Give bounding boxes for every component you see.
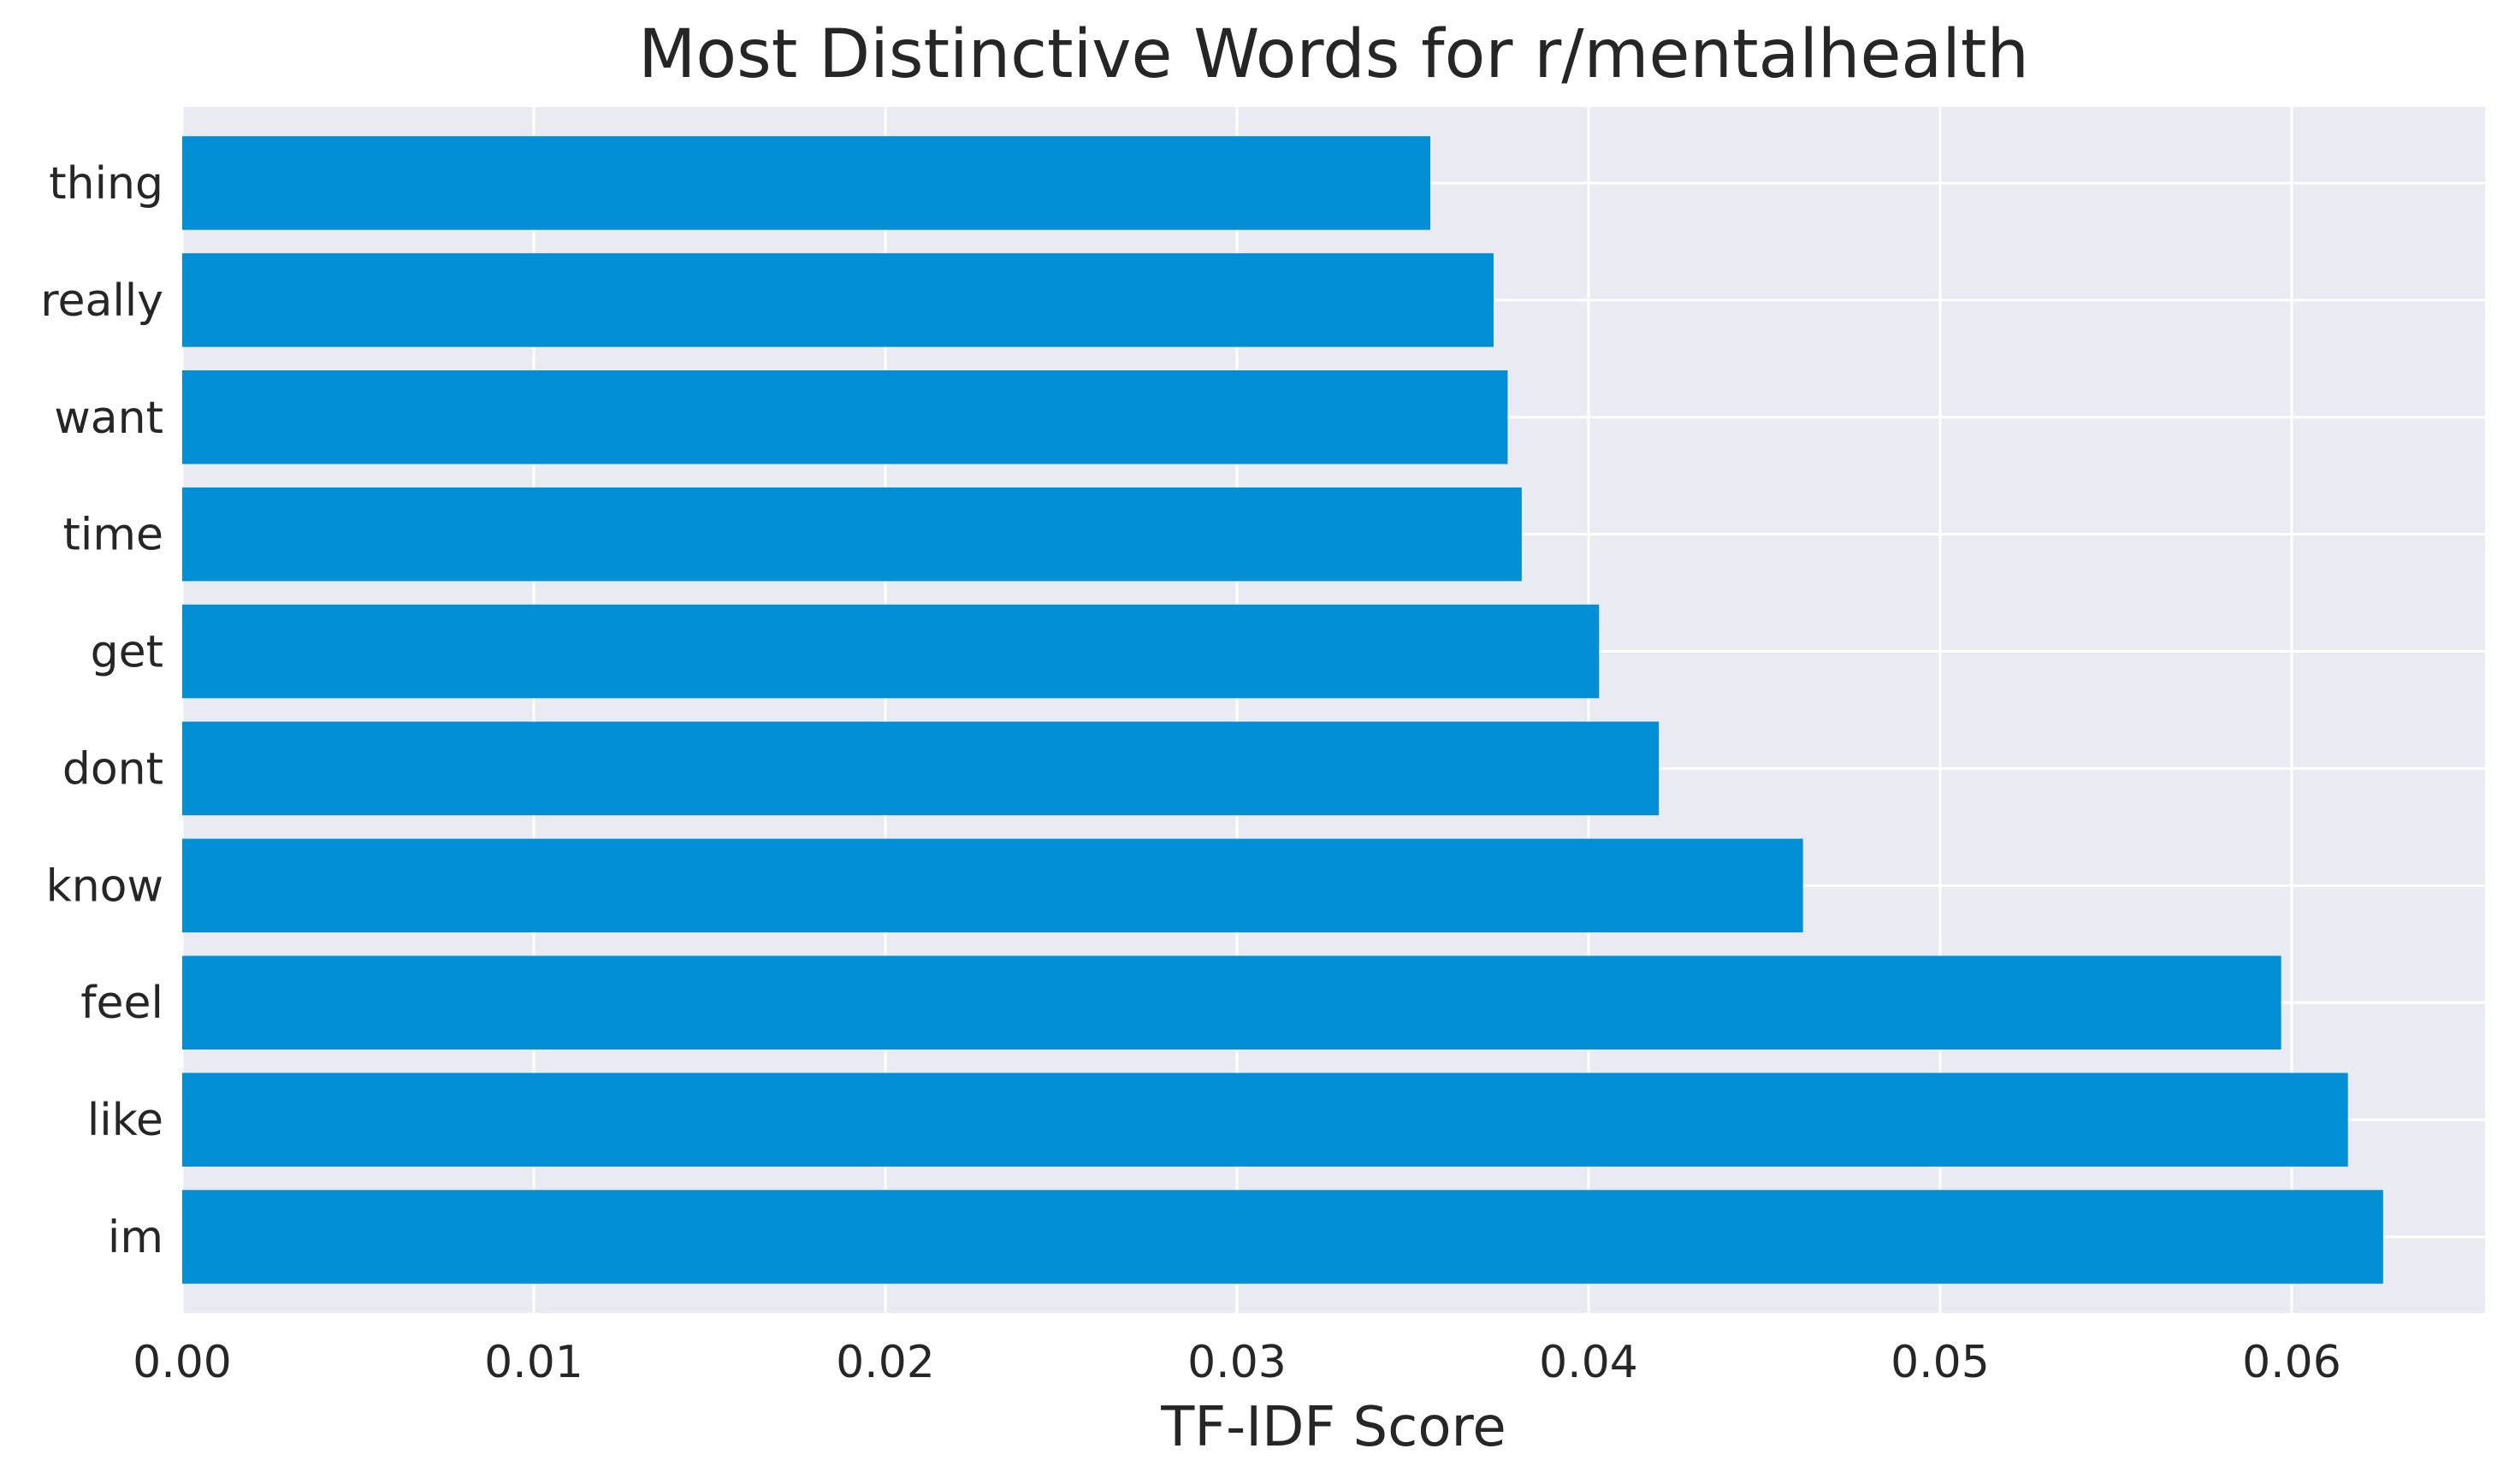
bar-thing — [182, 136, 1431, 230]
bar-get — [182, 604, 1600, 699]
y-tick-label: know — [46, 860, 163, 912]
y-tick-labels: thing really want time get dont know feel like im — [40, 158, 163, 1263]
chart-title: Most Distinctive Words for r/mentalhealt… — [638, 16, 2029, 93]
bar-feel — [182, 955, 2281, 1049]
x-tick-label: 0.04 — [1539, 1337, 1638, 1388]
bar-want — [182, 370, 1508, 464]
bar-time — [182, 487, 1522, 582]
bar-really — [182, 253, 1494, 347]
x-tick-label: 0.02 — [836, 1337, 935, 1388]
y-tick-label: feel — [80, 978, 163, 1029]
y-tick-label: time — [63, 510, 163, 561]
bar-like — [182, 1073, 2348, 1167]
bars — [182, 136, 2383, 1284]
x-tick-label: 0.00 — [133, 1337, 232, 1388]
y-tick-label: get — [91, 627, 163, 678]
bar-know — [182, 838, 1803, 933]
x-tick-label: 0.03 — [1187, 1337, 1287, 1388]
x-axis-label: TF-IDF Score — [1160, 1396, 1506, 1459]
x-tick-label: 0.01 — [484, 1337, 583, 1388]
bar-im — [182, 1190, 2383, 1284]
x-tick-labels: 0.00 0.01 0.02 0.03 0.04 0.05 0.06 — [133, 1337, 2341, 1388]
bar-dont — [182, 721, 1660, 816]
y-tick-label: really — [40, 275, 163, 327]
y-tick-label: like — [87, 1095, 163, 1146]
y-tick-label: dont — [62, 743, 163, 795]
x-tick-label: 0.05 — [1891, 1337, 1990, 1388]
y-tick-label: thing — [49, 158, 163, 210]
x-tick-label: 0.06 — [2242, 1337, 2341, 1388]
y-tick-label: want — [54, 393, 163, 444]
y-tick-label: im — [108, 1212, 163, 1263]
